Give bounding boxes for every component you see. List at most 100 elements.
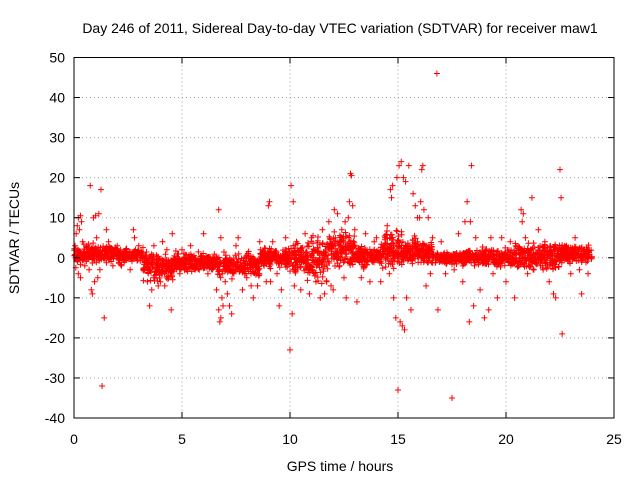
data-point — [171, 260, 178, 267]
data-point — [524, 247, 531, 254]
data-point — [79, 238, 86, 245]
data-point — [215, 206, 222, 213]
data-point — [541, 238, 548, 245]
data-point — [572, 234, 579, 241]
data-point — [306, 262, 313, 269]
data-point — [290, 198, 297, 205]
data-point — [87, 253, 94, 260]
data-point — [215, 262, 222, 269]
data-point — [86, 266, 93, 273]
data-point — [337, 234, 344, 241]
data-point — [315, 234, 322, 241]
data-point — [382, 234, 389, 241]
data-point — [351, 239, 358, 246]
data-point — [474, 251, 481, 258]
data-point — [304, 277, 311, 284]
data-point — [427, 270, 434, 277]
data-point — [353, 298, 360, 305]
data-point — [502, 251, 509, 258]
data-point — [143, 249, 150, 256]
data-point — [75, 270, 82, 277]
data-point — [332, 234, 339, 241]
data-point — [543, 265, 550, 272]
data-point — [187, 242, 194, 249]
data-point — [169, 230, 176, 237]
data-point — [507, 255, 514, 262]
data-point — [359, 254, 366, 261]
data-points — [71, 70, 595, 401]
data-point — [455, 230, 462, 237]
data-point — [528, 194, 535, 201]
data-point — [248, 282, 255, 289]
data-point — [104, 247, 111, 254]
data-point — [294, 261, 301, 268]
data-point — [513, 251, 520, 258]
data-point — [557, 166, 563, 173]
data-point — [576, 266, 583, 273]
data-point — [228, 310, 235, 317]
data-point — [117, 261, 124, 268]
data-point — [398, 231, 405, 238]
data-point — [434, 254, 441, 261]
data-point — [180, 262, 187, 269]
data-point — [382, 232, 389, 239]
data-point — [502, 244, 509, 251]
data-point — [148, 286, 155, 293]
data-point — [193, 260, 200, 267]
data-point — [114, 242, 121, 249]
data-point — [243, 274, 250, 281]
data-point — [92, 212, 99, 219]
data-point — [301, 258, 308, 265]
data-point — [541, 244, 548, 251]
data-point — [115, 248, 122, 255]
data-point — [179, 246, 185, 253]
data-point — [397, 318, 404, 325]
data-point — [578, 290, 585, 297]
data-point — [257, 246, 264, 253]
data-point — [320, 265, 327, 272]
data-point — [467, 218, 474, 225]
data-point — [101, 314, 108, 321]
data-point — [398, 158, 405, 165]
data-point — [386, 270, 393, 277]
data-point — [336, 238, 343, 245]
data-point — [74, 222, 81, 229]
data-point — [320, 250, 327, 257]
data-point — [199, 263, 206, 270]
data-point — [390, 245, 397, 252]
data-point — [379, 265, 386, 272]
data-point — [168, 306, 175, 313]
data-point — [415, 241, 422, 248]
data-point — [135, 242, 142, 249]
data-point — [176, 256, 183, 263]
data-point — [469, 250, 476, 257]
data-point — [74, 248, 81, 255]
data-point — [511, 250, 518, 257]
data-point — [146, 254, 153, 261]
data-point — [588, 247, 595, 254]
data-point — [319, 273, 326, 280]
data-point — [421, 241, 428, 248]
data-point — [266, 198, 273, 205]
data-point — [287, 268, 294, 275]
data-point — [342, 229, 349, 236]
data-point — [321, 290, 328, 297]
data-point — [524, 270, 531, 277]
data-point — [411, 251, 418, 258]
data-point — [498, 234, 505, 241]
data-point — [415, 259, 422, 266]
data-point — [416, 214, 423, 221]
data-point — [373, 234, 380, 241]
y-tick-label: 0 — [57, 250, 65, 266]
data-point — [216, 318, 223, 325]
data-point — [118, 262, 125, 269]
data-point — [485, 306, 492, 313]
data-point — [306, 269, 313, 276]
data-point — [161, 282, 168, 289]
data-point — [361, 245, 368, 252]
data-point — [228, 275, 235, 282]
data-point — [313, 239, 320, 246]
data-point — [262, 254, 269, 261]
axis-ticks: -40 -30 -20 -10 0 10 20 30 40 50 0 5 10 15 20 25 — [45, 50, 622, 448]
